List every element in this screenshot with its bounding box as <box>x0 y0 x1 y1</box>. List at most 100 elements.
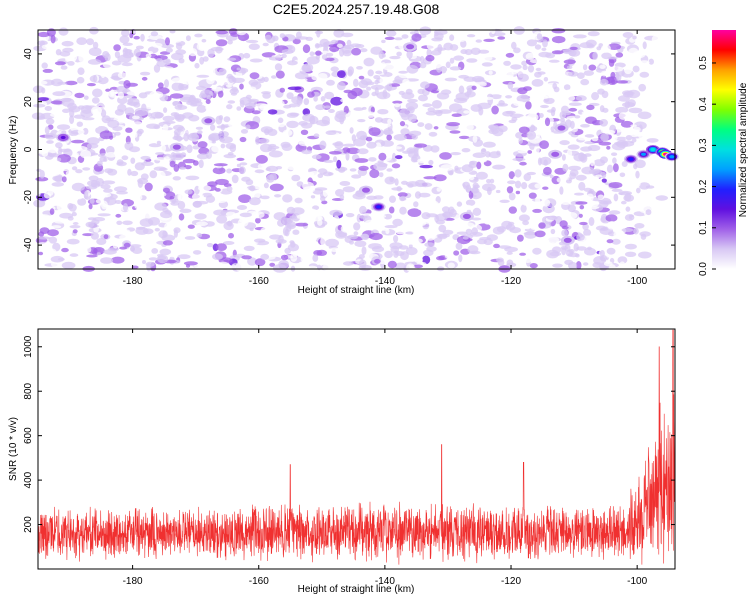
heatmap-cell <box>431 100 442 109</box>
heatmap-cell <box>347 234 358 240</box>
heatmap-cell <box>464 204 473 211</box>
heatmap-cell <box>282 194 293 203</box>
heatmap-cell <box>312 254 319 262</box>
heatmap-cell <box>149 34 163 40</box>
heatmap-cell <box>61 176 67 183</box>
heatmap-cell <box>445 69 452 76</box>
heatmap-cell <box>215 188 221 192</box>
heatmap-cell <box>595 174 603 178</box>
heatmap-cell <box>86 83 96 87</box>
heatmap-cell <box>317 219 323 226</box>
heatmap-cell <box>642 41 647 50</box>
heatmap-cell <box>636 32 646 38</box>
heatmap-cell <box>445 147 453 152</box>
heatmap-cell <box>282 129 293 137</box>
heatmap-cell <box>455 242 463 250</box>
heatmap-cell <box>287 243 299 252</box>
x-tick-label: -100 <box>627 576 647 587</box>
heatmap-cell <box>185 175 200 181</box>
heatmap-cell <box>424 242 435 248</box>
heatmap-cell <box>339 181 351 186</box>
heatmap-cell <box>519 252 526 256</box>
heatmap-cell <box>47 229 59 237</box>
heatmap-cell <box>96 252 101 256</box>
heatmap-cell <box>466 58 478 63</box>
heatmap-cell <box>86 137 100 145</box>
heatmap-cell <box>282 226 289 236</box>
heatmap-cell <box>561 229 568 237</box>
heatmap-cell <box>543 93 554 99</box>
heatmap-x-axis-label: Height of straight line (km) <box>298 285 415 296</box>
heatmap-cell <box>241 176 251 182</box>
heatmap-cell <box>279 87 285 93</box>
heatmap-y-axis-label: Frequency (Hz) <box>8 116 19 185</box>
heatmap-cell <box>189 205 196 210</box>
heatmap-cell <box>266 174 275 183</box>
heatmap-cell <box>465 199 476 206</box>
heatmap-cell <box>428 159 434 166</box>
heatmap-cell <box>215 39 228 47</box>
heatmap-cell <box>359 48 368 53</box>
heatmap-cell <box>114 186 128 192</box>
heatmap-cell <box>292 229 300 235</box>
heatmap-cell <box>236 205 248 210</box>
heatmap-cell <box>333 156 338 163</box>
heatmap-cell <box>550 126 555 132</box>
heatmap-cell <box>522 86 532 91</box>
heatmap-cell <box>65 170 73 176</box>
heatmap-cell <box>142 260 146 264</box>
heatmap-cell <box>156 140 161 145</box>
heatmap-cell <box>632 50 646 59</box>
heatmap-cell <box>394 262 407 270</box>
heatmap-cell <box>196 105 207 113</box>
heatmap-cell <box>566 212 578 220</box>
heatmap-cell <box>301 149 313 155</box>
heatmap-hotspot <box>628 157 634 161</box>
heatmap-cell <box>151 42 163 48</box>
heatmap-cell <box>153 157 167 161</box>
heatmap-cell <box>300 255 310 263</box>
heatmap-cell <box>646 138 659 143</box>
heatmap-cell <box>583 70 594 76</box>
heatmap-cell <box>238 166 246 175</box>
heatmap-cell <box>38 251 44 256</box>
heatmap-cell <box>492 127 504 137</box>
heatmap-cell <box>150 31 159 37</box>
heatmap-cell <box>128 193 143 201</box>
heatmap-cell <box>76 61 85 67</box>
heatmap-cell <box>124 107 135 116</box>
heatmap-cell <box>387 260 397 269</box>
heatmap-cell <box>241 255 252 260</box>
heatmap-cell <box>49 208 55 215</box>
heatmap-cell <box>320 195 326 202</box>
heatmap-cell <box>453 250 460 256</box>
heatmap-cell <box>291 174 301 182</box>
heatmap-cell <box>162 59 170 64</box>
heatmap-cell <box>271 240 277 250</box>
heatmap-cell <box>535 67 542 72</box>
heatmap-cell <box>122 203 129 212</box>
heatmap-cell <box>599 64 606 70</box>
heatmap-cell <box>73 114 86 119</box>
heatmap-cell <box>562 163 569 172</box>
heatmap-cell <box>588 64 597 71</box>
heatmap-cell <box>506 103 512 112</box>
y-tick-label: 0 <box>23 146 34 152</box>
heatmap-cell <box>462 181 470 188</box>
heatmap-cell <box>50 34 56 44</box>
heatmap-cell <box>599 119 608 127</box>
heatmap-cell <box>439 117 451 123</box>
heatmap-cell <box>520 94 529 100</box>
heatmap-cell <box>192 200 202 208</box>
heatmap-cell <box>472 152 486 158</box>
heatmap-cell <box>526 39 538 47</box>
heatmap-cell <box>406 263 415 272</box>
heatmap-cell <box>144 240 152 248</box>
heatmap-cell <box>553 86 560 93</box>
heatmap-cell <box>295 36 309 40</box>
heatmap-cell <box>354 158 369 163</box>
heatmap-cell <box>458 85 465 94</box>
heatmap-cell <box>609 66 624 72</box>
heatmap-hotspot <box>650 147 656 152</box>
heatmap-cell <box>503 60 511 66</box>
